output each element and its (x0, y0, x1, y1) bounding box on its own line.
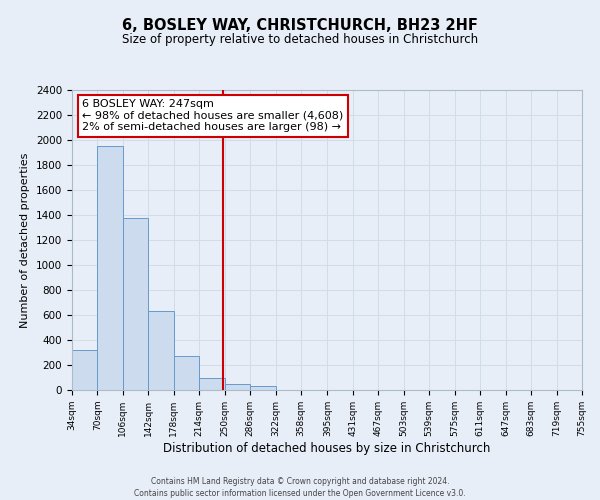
Bar (250, 386, 276, 390)
Text: Contains HM Land Registry data © Crown copyright and database right 2024.: Contains HM Land Registry data © Crown c… (151, 478, 449, 486)
Bar (148, 311, 174, 390)
Text: 6 BOSLEY WAY: 247sqm
← 98% of detached houses are smaller (4,608)
2% of semi-det: 6 BOSLEY WAY: 247sqm ← 98% of detached h… (82, 99, 343, 132)
X-axis label: Distribution of detached houses by size in Christchurch: Distribution of detached houses by size … (163, 442, 491, 454)
Bar (72, 350, 97, 390)
Text: Size of property relative to detached houses in Christchurch: Size of property relative to detached ho… (122, 32, 478, 46)
Bar (225, 384, 250, 390)
Bar (97, 146, 123, 390)
Text: Contains public sector information licensed under the Open Government Licence v3: Contains public sector information licen… (134, 489, 466, 498)
Bar (174, 356, 199, 390)
Bar (199, 378, 225, 390)
Bar (123, 218, 148, 390)
Text: 6, BOSLEY WAY, CHRISTCHURCH, BH23 2HF: 6, BOSLEY WAY, CHRISTCHURCH, BH23 2HF (122, 18, 478, 32)
Y-axis label: Number of detached properties: Number of detached properties (20, 152, 31, 328)
